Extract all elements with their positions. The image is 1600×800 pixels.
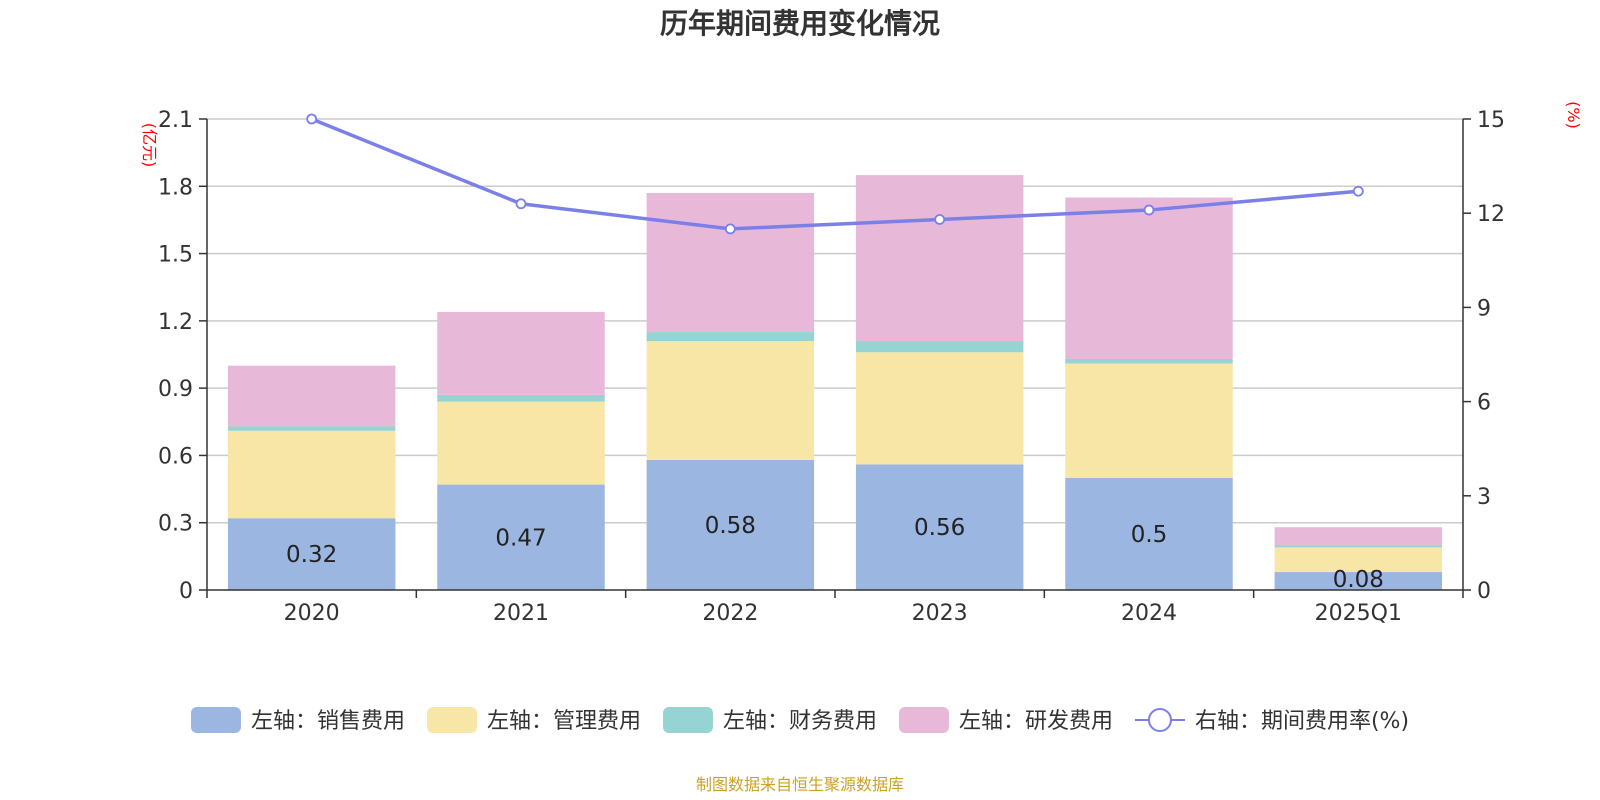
left-axis-tick-label: 0	[179, 579, 193, 604]
rate-line	[311, 117, 1359, 231]
rate-point	[1352, 185, 1364, 197]
bar	[1065, 197, 1233, 359]
left-axis-tick-label: 1.2	[158, 310, 193, 335]
right-axis-tick-label: 6	[1477, 391, 1491, 416]
left-axis-tick-label: 2.1	[158, 108, 193, 133]
bar	[1065, 363, 1233, 478]
bar	[855, 352, 1024, 465]
x-axis-tick-label: 2022	[702, 601, 758, 626]
bar	[227, 430, 396, 519]
rate-point	[724, 223, 736, 235]
bar	[1274, 572, 1443, 590]
rate-point	[934, 214, 946, 225]
legend-swatch[interactable]	[426, 707, 477, 733]
legend-label[interactable]: 左轴：销售费用	[251, 709, 405, 734]
bar-data-label: 0.58	[705, 513, 756, 539]
bar-series: 0.32 0.47 0.58 0.56 0.5 0.08	[227, 175, 1443, 593]
bar	[646, 341, 815, 460]
left-axis-tick-label: 1.8	[158, 175, 193, 200]
right-axis-tick-label: 15	[1477, 108, 1505, 133]
bar	[1065, 358, 1233, 364]
legend: 左轴：销售费用 左轴：管理费用 左轴：财务费用 左轴：研发费用 右轴：期间费用率(%)	[190, 707, 1409, 734]
rate-point	[515, 198, 527, 210]
rate-point	[306, 113, 318, 125]
line-series	[306, 113, 1364, 235]
left-axis-unit: (亿元)	[140, 123, 159, 168]
x-axis-tick-label: 2021	[493, 601, 549, 626]
x-axis-tick-label: 2024	[1121, 601, 1177, 626]
x-axis-tick-label: 2020	[284, 601, 340, 626]
legend-marker[interactable]	[1147, 708, 1172, 732]
bar	[646, 459, 815, 590]
bar-data-label: 0.32	[286, 542, 337, 568]
left-axis-tick-label: 0.9	[158, 377, 193, 402]
bar	[646, 193, 815, 333]
legend-label[interactable]: 左轴：管理费用	[487, 709, 641, 734]
legend-swatch[interactable]	[898, 707, 949, 733]
left-axis-tick-label: 0.6	[158, 444, 193, 469]
bar-data-label: 0.56	[914, 515, 965, 541]
legend-label[interactable]: 左轴：财务费用	[723, 709, 877, 734]
bar	[227, 518, 396, 590]
bar	[1274, 545, 1443, 548]
left-axis-tick-label: 1.5	[158, 243, 193, 268]
source-note: 制图数据来自恒生聚源数据库	[696, 775, 904, 794]
x-axis-tick-label: 2023	[912, 601, 968, 626]
right-axis-unit: (%)	[1564, 101, 1583, 129]
bar	[1274, 527, 1443, 546]
bar-data-label: 0.47	[495, 525, 546, 551]
right-axis-tick-label: 12	[1477, 202, 1505, 227]
legend-label[interactable]: 左轴：研发费用	[959, 709, 1113, 734]
bar	[227, 426, 396, 431]
bar	[437, 401, 605, 485]
bar	[855, 341, 1024, 353]
bar	[1274, 547, 1443, 573]
bar	[437, 394, 605, 402]
bar	[646, 332, 815, 342]
bar	[1065, 477, 1233, 590]
grid-lines	[207, 118, 1463, 524]
rate-point	[1143, 204, 1155, 216]
bar	[437, 484, 605, 590]
right-axis-tick-label: 0	[1477, 579, 1491, 604]
right-axis-tick-label: 3	[1477, 485, 1491, 510]
bar	[855, 464, 1024, 590]
bar	[437, 311, 605, 395]
legend-label[interactable]: 右轴：期间费用率(%)	[1195, 709, 1409, 734]
legend-swatch[interactable]	[662, 707, 713, 733]
x-axis-tick-label: 2025Q1	[1315, 601, 1402, 626]
axes: 0 0.3 0.6 0.9 1.2 1.5 1.8 2.1 0 3 6 9 12 15 2020 2021 20…	[158, 108, 1505, 626]
bar-data-label: 0.5	[1131, 522, 1168, 548]
chart-title: 历年期间费用变化情况	[660, 7, 940, 40]
bar-data-label: 0.08	[1333, 567, 1384, 593]
legend-swatch[interactable]	[190, 707, 241, 733]
bar	[227, 365, 396, 427]
bar	[855, 175, 1024, 342]
left-axis-tick-label: 0.3	[158, 512, 193, 537]
right-axis-tick-label: 9	[1477, 296, 1491, 321]
